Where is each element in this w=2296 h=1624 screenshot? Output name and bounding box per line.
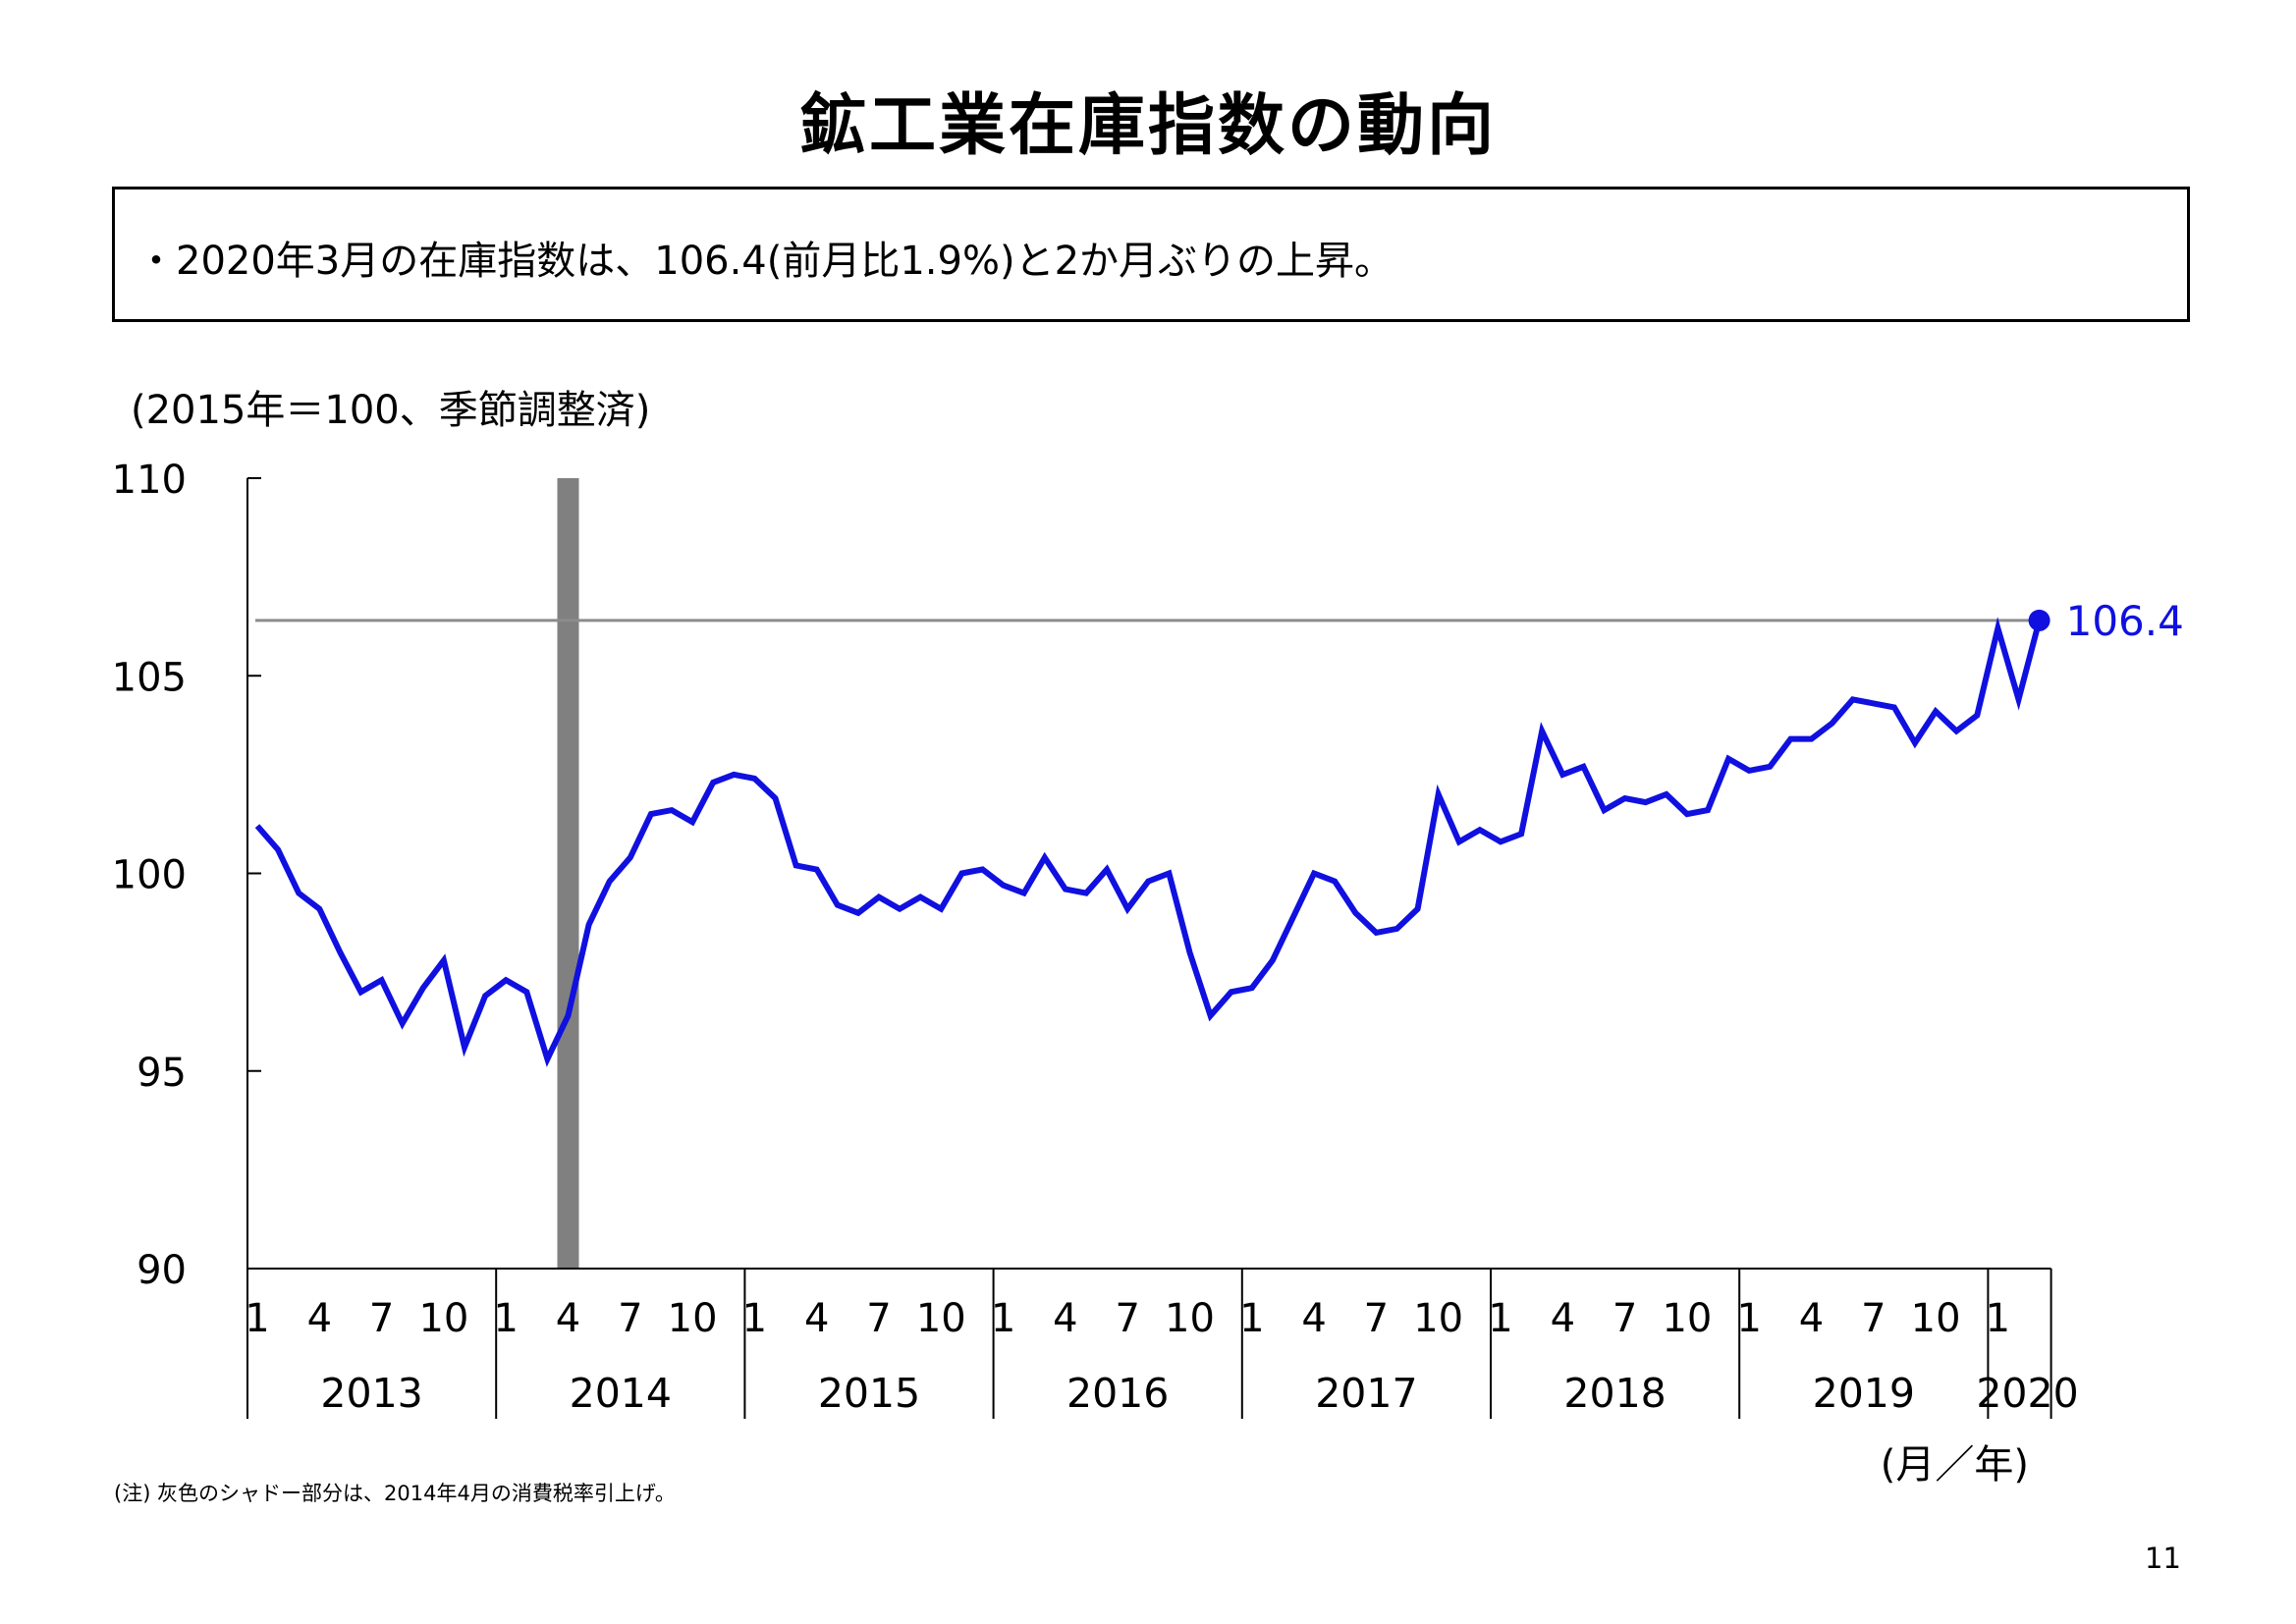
y-tick-label: 105 <box>112 655 187 700</box>
month-tick-label: 1 <box>1488 1296 1512 1341</box>
month-tick-label: 10 <box>1165 1296 1215 1341</box>
axes-layer <box>246 478 2052 1419</box>
month-tick-label: 1 <box>1736 1296 1761 1341</box>
page-number: 11 <box>2145 1542 2181 1575</box>
month-tick-label: 7 <box>369 1296 394 1341</box>
y-axis-unit-note: (2015年＝100、季節調整済) <box>131 388 651 433</box>
month-tick-label: 7 <box>1861 1296 1886 1341</box>
month-tick-label: 10 <box>1911 1296 1961 1341</box>
month-tick-label: 4 <box>1551 1296 1575 1341</box>
footnote: (注) 灰色のシャドー部分は、2014年4月の消費税率引上げ。 <box>114 1482 676 1505</box>
year-label: 2016 <box>1066 1370 1169 1417</box>
month-tick-label: 4 <box>1301 1296 1326 1341</box>
month-tick-label: 1 <box>245 1296 269 1341</box>
y-tick-label: 95 <box>137 1051 187 1096</box>
month-tick-label: 1 <box>1986 1296 2010 1341</box>
month-tick-label: 7 <box>1613 1296 1637 1341</box>
month-tick-label: 4 <box>556 1296 580 1341</box>
month-tick-label: 10 <box>418 1296 468 1341</box>
shaded-period-layer <box>557 478 579 1269</box>
x-axis-label: (月／年) <box>1881 1442 2029 1488</box>
year-label: 2020 <box>1976 1370 2078 1417</box>
y-tick-label: 110 <box>112 458 187 503</box>
year-label: 2018 <box>1563 1370 1666 1417</box>
month-tick-label: 4 <box>307 1296 332 1341</box>
year-label: 2014 <box>570 1370 672 1417</box>
month-tick-label: 4 <box>1053 1296 1077 1341</box>
y-ticks-layer: 90 95 100 105 110 <box>112 458 261 1293</box>
page-title: 鉱工業在庫指数の動向 <box>798 87 1497 165</box>
y-tick-label: 90 <box>137 1248 187 1293</box>
summary-box: ・2020年3月の在庫指数は、106.4(前月比1.9%)と2か月ぶりの上昇。 <box>112 187 2190 322</box>
end-point-label: 106.4 <box>2066 597 2184 645</box>
shaded-period-bar <box>557 478 579 1269</box>
series-layer <box>254 617 2043 1067</box>
series-line <box>254 617 2043 1067</box>
month-tick-label: 10 <box>1413 1296 1463 1341</box>
month-tick-label: 1 <box>991 1296 1015 1341</box>
y-tick-label: 100 <box>112 853 187 898</box>
month-tick-label: 10 <box>1662 1296 1712 1341</box>
year-label: 2019 <box>1813 1370 1915 1417</box>
month-tick-label: 7 <box>1364 1296 1389 1341</box>
summary-text: ・2020年3月の在庫指数は、106.4(前月比1.9%)と2か月ぶりの上昇。 <box>137 239 1394 284</box>
end-point-layer: 106.4 <box>2028 597 2184 645</box>
year-label: 2015 <box>818 1370 920 1417</box>
end-point-marker <box>2028 609 2050 631</box>
month-tick-label: 1 <box>493 1296 518 1341</box>
month-tick-label: 4 <box>804 1296 829 1341</box>
month-tick-label: 4 <box>1799 1296 1824 1341</box>
year-label: 2013 <box>320 1370 422 1417</box>
month-tick-label: 10 <box>916 1296 966 1341</box>
month-tick-label: 7 <box>866 1296 891 1341</box>
month-tick-label: 1 <box>1239 1296 1264 1341</box>
month-tick-label: 1 <box>742 1296 767 1341</box>
month-tick-label: 10 <box>668 1296 718 1341</box>
month-tick-label: 7 <box>1115 1296 1139 1341</box>
month-tick-label: 7 <box>618 1296 642 1341</box>
year-label: 2017 <box>1315 1370 1417 1417</box>
